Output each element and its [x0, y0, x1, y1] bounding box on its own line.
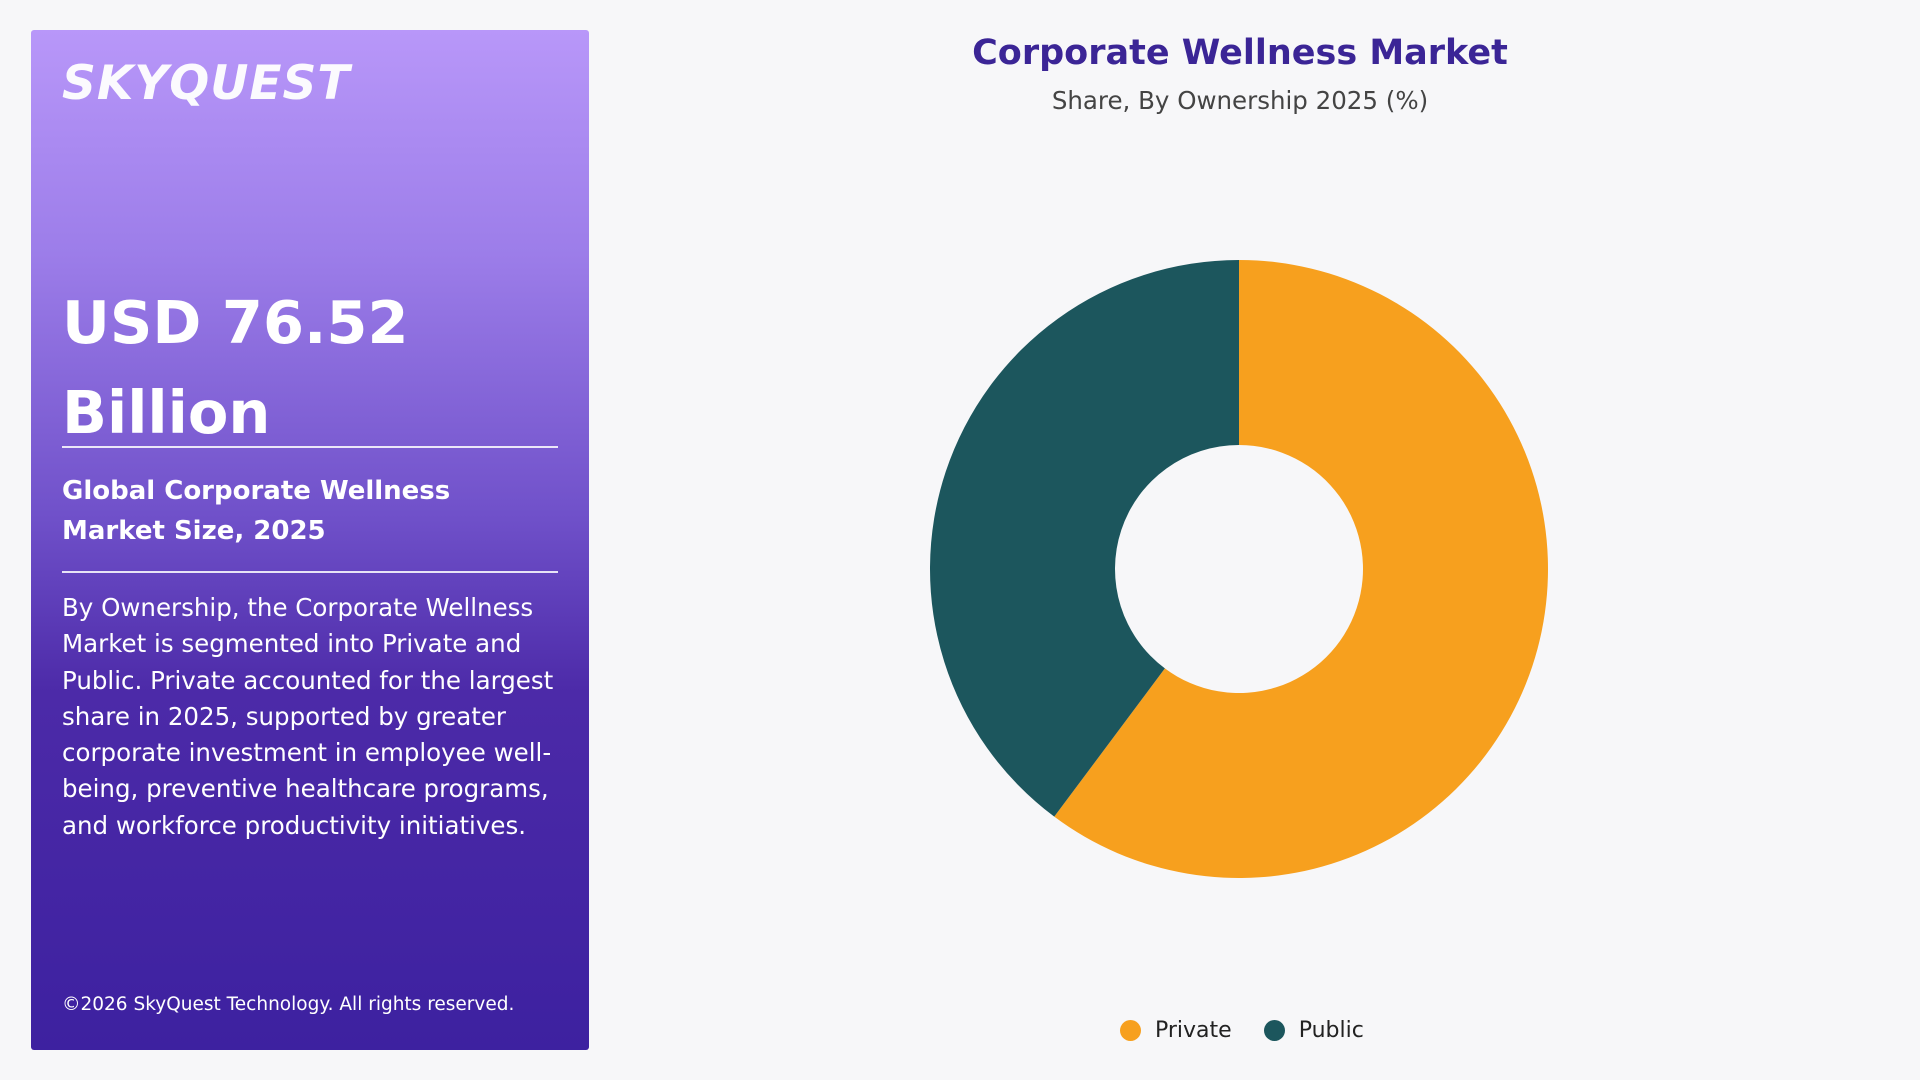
chart-title: Corporate Wellness Market	[972, 33, 1508, 73]
chart-subtitle: Share, By Ownership 2025 (%)	[1051, 86, 1429, 115]
legend-label-private: Private	[1155, 1018, 1232, 1043]
market-size-caption: Global Corporate Wellness Market Size, 2…	[62, 476, 451, 546]
legend-item-public: Public	[1263, 1018, 1364, 1043]
info-panel: SKYQUEST USD 76.52 Billion Global Corpor…	[31, 30, 589, 1050]
donut-slice-private	[1054, 260, 1548, 878]
divider	[62, 571, 558, 573]
legend-swatch-private	[1120, 1020, 1141, 1041]
divider	[62, 446, 558, 448]
legend-item-private: Private	[1120, 1018, 1232, 1043]
copyright-text: ©2026 SkyQuest Technology. All rights re…	[62, 994, 515, 1015]
legend-label-public: Public	[1298, 1018, 1364, 1043]
donut-slice-public	[929, 260, 1239, 817]
legend-swatch-public	[1263, 1020, 1285, 1041]
market-size-headline: USD 76.52 Billion	[62, 288, 409, 447]
description-text: By Ownership, the Corporate Wellness Mar…	[62, 593, 554, 840]
skyquest-logo: SKYQUEST	[62, 56, 351, 111]
chart-legend: Private Public	[1120, 1018, 1396, 1043]
